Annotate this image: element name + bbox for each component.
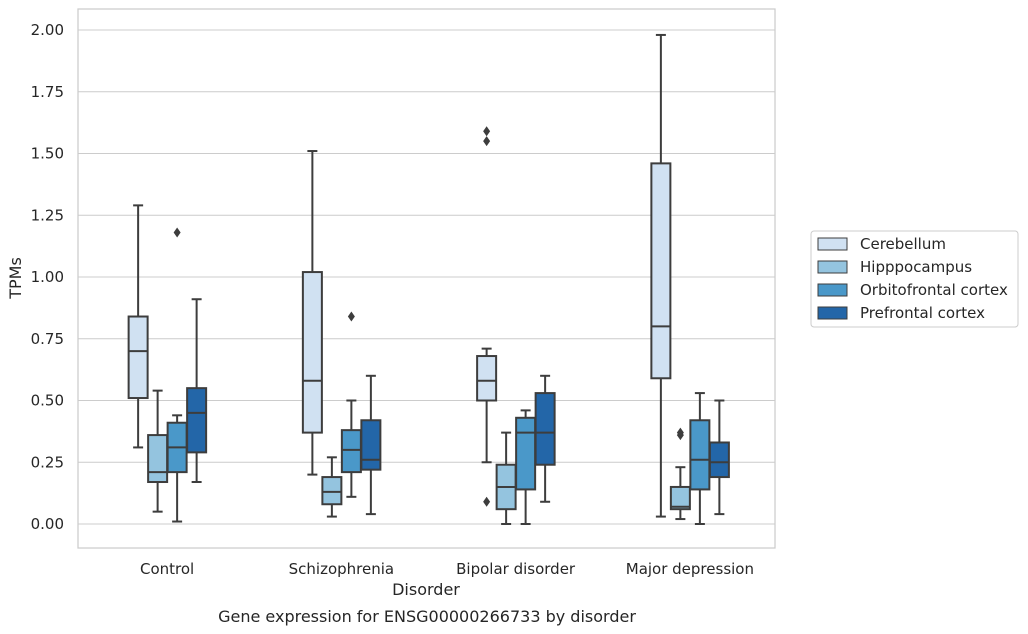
chart-caption: Gene expression for ENSG00000266733 by d… bbox=[218, 607, 636, 626]
legend-label: Hipppocampus bbox=[860, 258, 972, 276]
outlier-point bbox=[173, 227, 181, 238]
legend-label: Orbitofrontal cortex bbox=[860, 281, 1008, 299]
box-orbitofrontal-cortex bbox=[166, 227, 188, 523]
x-tick-label: Schizophrenia bbox=[289, 560, 394, 578]
box-body bbox=[301, 271, 323, 434]
y-tick-label: 1.00 bbox=[31, 268, 64, 286]
box-hipppocampus bbox=[495, 431, 517, 525]
outlier-point bbox=[676, 427, 684, 438]
box-body bbox=[534, 392, 556, 466]
box-cerebellum bbox=[476, 126, 498, 507]
legend-swatch bbox=[817, 237, 848, 251]
box-orbitofrontal-cortex bbox=[340, 311, 362, 498]
y-tick-label: 0.25 bbox=[31, 453, 64, 471]
outlier-point bbox=[483, 136, 491, 147]
box-cerebellum bbox=[650, 33, 672, 518]
y-tick-label: 2.00 bbox=[31, 21, 64, 39]
plot-frame bbox=[77, 8, 776, 549]
boxes bbox=[127, 33, 730, 525]
y-tick-label: 1.25 bbox=[31, 206, 64, 224]
legend-frame bbox=[810, 230, 1019, 328]
y-tick-label: 0.00 bbox=[31, 515, 64, 533]
box-body bbox=[186, 387, 208, 454]
x-tick-label: Control bbox=[140, 560, 194, 578]
y-tick-label: 0.75 bbox=[31, 330, 64, 348]
y-tick-label: 1.75 bbox=[31, 83, 64, 101]
outlier-point bbox=[483, 496, 491, 507]
y-axis-ticks: 0.00 0.25 0.50 0.75 1.00 1.25 1.50 1.75 2.00 bbox=[31, 21, 64, 533]
box-cerebellum bbox=[127, 204, 149, 449]
box-body bbox=[360, 419, 382, 471]
box-prefrontal-cortex bbox=[534, 374, 556, 503]
box-body bbox=[708, 441, 730, 479]
legend-label: Cerebellum bbox=[860, 235, 946, 253]
x-tick-label: Major depression bbox=[626, 560, 754, 578]
legend-swatch bbox=[817, 260, 848, 274]
box-body bbox=[476, 355, 498, 402]
legend-label: Prefrontal cortex bbox=[860, 304, 985, 322]
box-prefrontal-cortex bbox=[708, 399, 730, 516]
box-hipppocampus bbox=[147, 389, 169, 513]
box-body bbox=[147, 434, 169, 484]
y-tick-label: 0.50 bbox=[31, 392, 64, 410]
outlier-point bbox=[483, 126, 491, 137]
box-hipppocampus bbox=[321, 456, 343, 518]
x-tick-label: Bipolar disorder bbox=[456, 560, 576, 578]
legend-swatch bbox=[817, 283, 848, 297]
legend-swatch bbox=[817, 306, 848, 320]
box-prefrontal-cortex bbox=[360, 374, 382, 516]
box-body bbox=[340, 429, 362, 474]
x-axis-label: Disorder bbox=[392, 580, 460, 599]
box-hipppocampus bbox=[669, 427, 691, 521]
outlier-point bbox=[347, 311, 355, 322]
legend: Cerebellum Hipppocampus Orbitofrontal cort… bbox=[810, 230, 1019, 328]
box-body bbox=[127, 315, 149, 400]
box-body bbox=[669, 485, 691, 511]
y-axis-label: TPMs bbox=[6, 257, 25, 300]
box-body bbox=[321, 476, 343, 506]
box-body bbox=[650, 162, 672, 380]
box-body bbox=[689, 419, 711, 491]
x-axis-ticks: Control Schizophrenia Bipolar disorder Majo… bbox=[140, 560, 754, 578]
box-cerebellum bbox=[301, 150, 323, 476]
box-orbitofrontal-cortex bbox=[515, 409, 537, 525]
y-tick-label: 1.50 bbox=[31, 145, 64, 163]
box-orbitofrontal-cortex bbox=[689, 392, 711, 525]
box-prefrontal-cortex bbox=[186, 298, 208, 484]
box-body bbox=[515, 416, 537, 491]
